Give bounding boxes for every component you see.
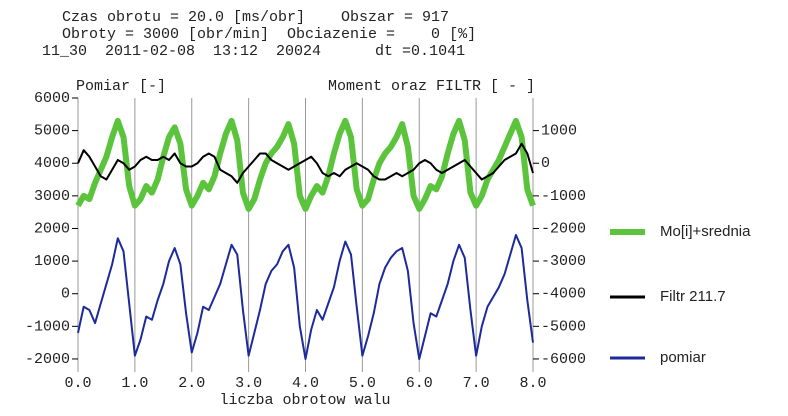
series-line xyxy=(75,117,536,212)
x-tick-label: 6.0 xyxy=(406,375,433,392)
x-tick-label: 4.0 xyxy=(292,375,319,392)
y-axis-label: Pomiar [-] xyxy=(76,78,166,95)
y-tick-label: -2000 xyxy=(25,351,70,368)
x-tick-label: 2.0 xyxy=(178,375,205,392)
x-tick-label: 7.0 xyxy=(463,375,490,392)
series-line xyxy=(77,142,534,184)
header-line: 11_30 2011-02-08 13:12 20024 dt =0.1041 xyxy=(42,43,465,60)
y-tick-label: 3000 xyxy=(34,188,70,205)
x-tick-label: 3.0 xyxy=(235,375,262,392)
x-tick-label: 8.0 xyxy=(519,375,546,392)
legend-label: Mo[i]+srednia xyxy=(660,223,751,240)
y-tick-label: 6000 xyxy=(34,90,70,107)
x-tick-label: 1.0 xyxy=(121,375,148,392)
y-tick-label: 5000 xyxy=(34,123,70,140)
y-tick-label: 2000 xyxy=(34,220,70,237)
y-tick-label: 1000 xyxy=(34,253,70,270)
y2-tick-label: -3000 xyxy=(541,253,586,270)
series-line xyxy=(77,234,534,360)
y2-tick-label: -1000 xyxy=(541,188,586,205)
x-axis-label: liczba obrotow walu xyxy=(219,392,390,409)
y2-tick-label: -4000 xyxy=(541,286,586,303)
y-tick-label: 0 xyxy=(61,286,70,303)
header-line: Obroty = 3000 [obr/min] Obciazenie = 0 [… xyxy=(62,26,476,43)
legend-label: pomiar xyxy=(660,349,706,366)
x-tick-label: 5.0 xyxy=(349,375,376,392)
y2-tick-label: -5000 xyxy=(541,318,586,335)
x-tick-label: 0.0 xyxy=(64,375,91,392)
y2-tick-label: 0 xyxy=(541,155,550,172)
header-line: Czas obrotu = 20.0 [ms/obr] Obszar = 917 xyxy=(62,9,449,26)
legend-label: Filtr 211.7 xyxy=(660,288,726,305)
y2-tick-label: 1000 xyxy=(541,123,577,140)
y2-tick-label: -2000 xyxy=(541,220,586,237)
y-tick-label: -1000 xyxy=(25,318,70,335)
y2-axis-label: Moment oraz FILTR [ - ] xyxy=(328,78,535,95)
y-tick-label: 4000 xyxy=(34,155,70,172)
y2-tick-label: -6000 xyxy=(541,351,586,368)
